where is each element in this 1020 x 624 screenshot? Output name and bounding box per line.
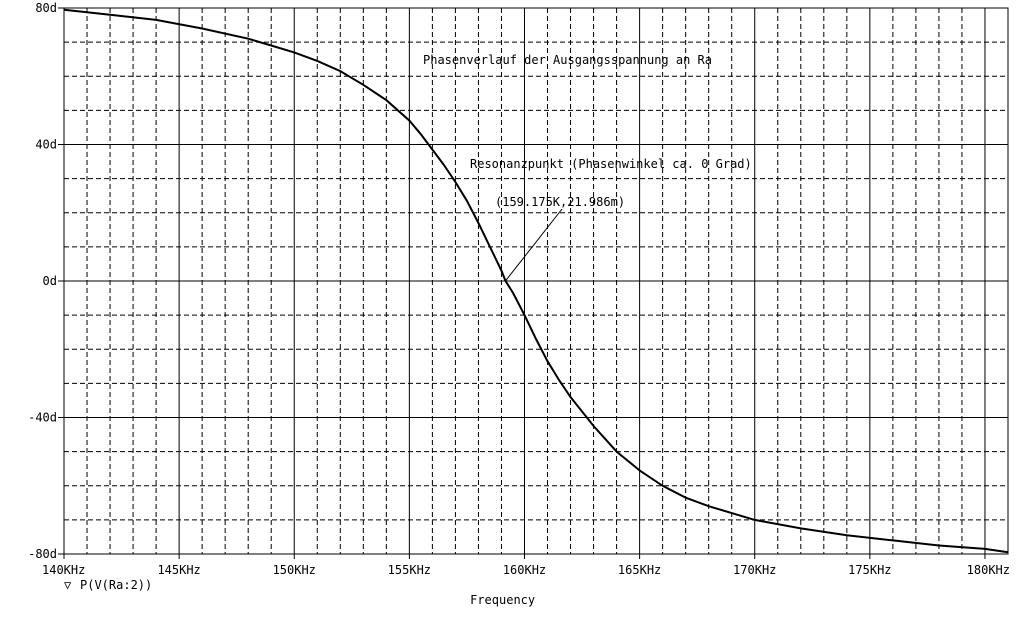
x-axis-ticks: 140KHz 145KHz 150KHz 155KHz 160KHz 165KHz 170K… [42,554,1010,577]
y-tick-label: 0d [43,274,57,288]
x-tick-label: 145KHz [157,563,200,577]
x-tick-label: 150KHz [273,563,316,577]
x-tick-label: 140KHz [42,563,85,577]
annotation-point-value: (159.175K,21.986m) [495,195,625,209]
y-axis-ticks: 80d 40d 0d -40d -80d [28,1,64,561]
legend-marker-icon: ▽ [64,578,72,592]
series-line-phase [63,8,1009,554]
y-tick-label: -40d [28,411,57,425]
annotation-phase-title: Phasenverlauf der Ausgangsspannung an Ra [423,53,712,67]
x-axis-title: Frequency [470,593,535,607]
annotation-resonance: Resonanzpunkt (Phasenwinkel ca. 0 Grad) [470,157,752,171]
annotation-pointer-line [505,208,563,282]
y-tick-label: 40d [35,138,57,152]
legend-label: P(V(Ra:2)) [80,578,152,592]
x-tick-label: 170KHz [733,563,776,577]
y-tick-label: 80d [35,1,57,15]
x-tick-label: 155KHz [388,563,431,577]
x-tick-label: 180KHz [967,563,1010,577]
x-tick-label: 165KHz [618,563,661,577]
x-tick-label: 175KHz [848,563,891,577]
x-tick-label: 160KHz [503,563,546,577]
y-tick-label: -80d [28,547,57,561]
